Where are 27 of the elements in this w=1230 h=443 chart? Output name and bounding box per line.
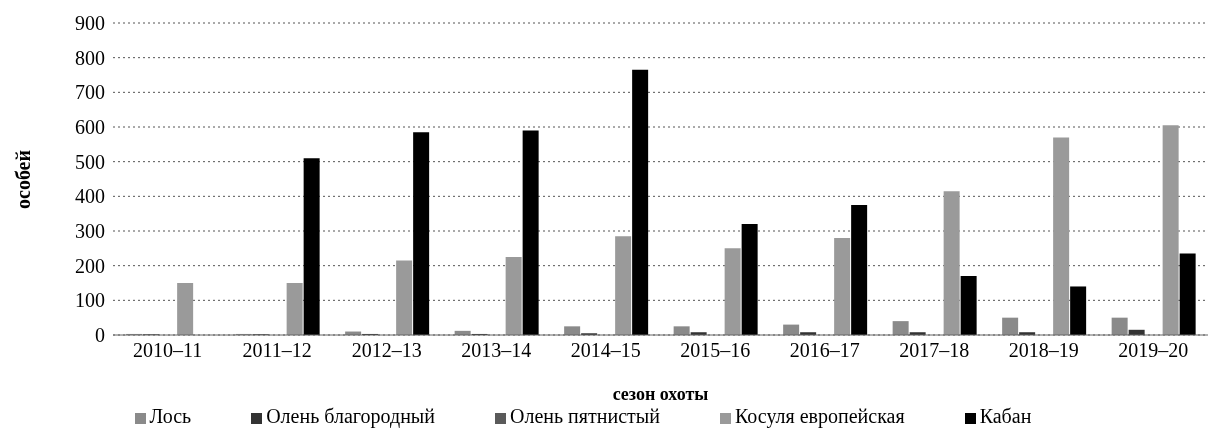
legend-label: Олень пятнистый	[509, 405, 660, 427]
y-tick-label: 500	[75, 150, 105, 173]
x-tick-label: 2014–15	[570, 339, 641, 362]
x-axis-title: сезон охоты	[612, 384, 709, 404]
legend-label: Лось	[149, 405, 192, 427]
legend-label: Олень благородный	[266, 405, 435, 427]
x-tick-label: 2013–14	[461, 339, 532, 362]
y-tick-label: 0	[95, 324, 105, 347]
x-tick-label: 2010–11	[133, 339, 203, 362]
x-tick-label: 2016–17	[789, 339, 860, 362]
legend-label: Кабан	[979, 405, 1032, 427]
x-tick-label: 2011–12	[242, 339, 312, 362]
y-tick-label: 200	[75, 254, 105, 277]
legend-label: Косуля европейская	[734, 405, 905, 427]
x-tick-label: 2012–13	[351, 339, 422, 362]
x-tick-label: 2019–20	[1118, 339, 1189, 362]
y-tick-label: 100	[75, 289, 105, 312]
y-tick-label: 900	[75, 12, 105, 35]
y-axis-title: особей	[12, 149, 35, 209]
x-tick-label: 2015–16	[680, 339, 751, 362]
y-tick-label: 800	[75, 46, 105, 69]
x-tick-label: 2017–18	[899, 339, 970, 362]
y-tick-label: 300	[75, 220, 105, 243]
y-tick-label: 700	[75, 81, 105, 104]
y-tick-label: 400	[75, 185, 105, 208]
x-tick-label: 2018–19	[1008, 339, 1079, 362]
y-tick-label: 600	[75, 116, 105, 139]
